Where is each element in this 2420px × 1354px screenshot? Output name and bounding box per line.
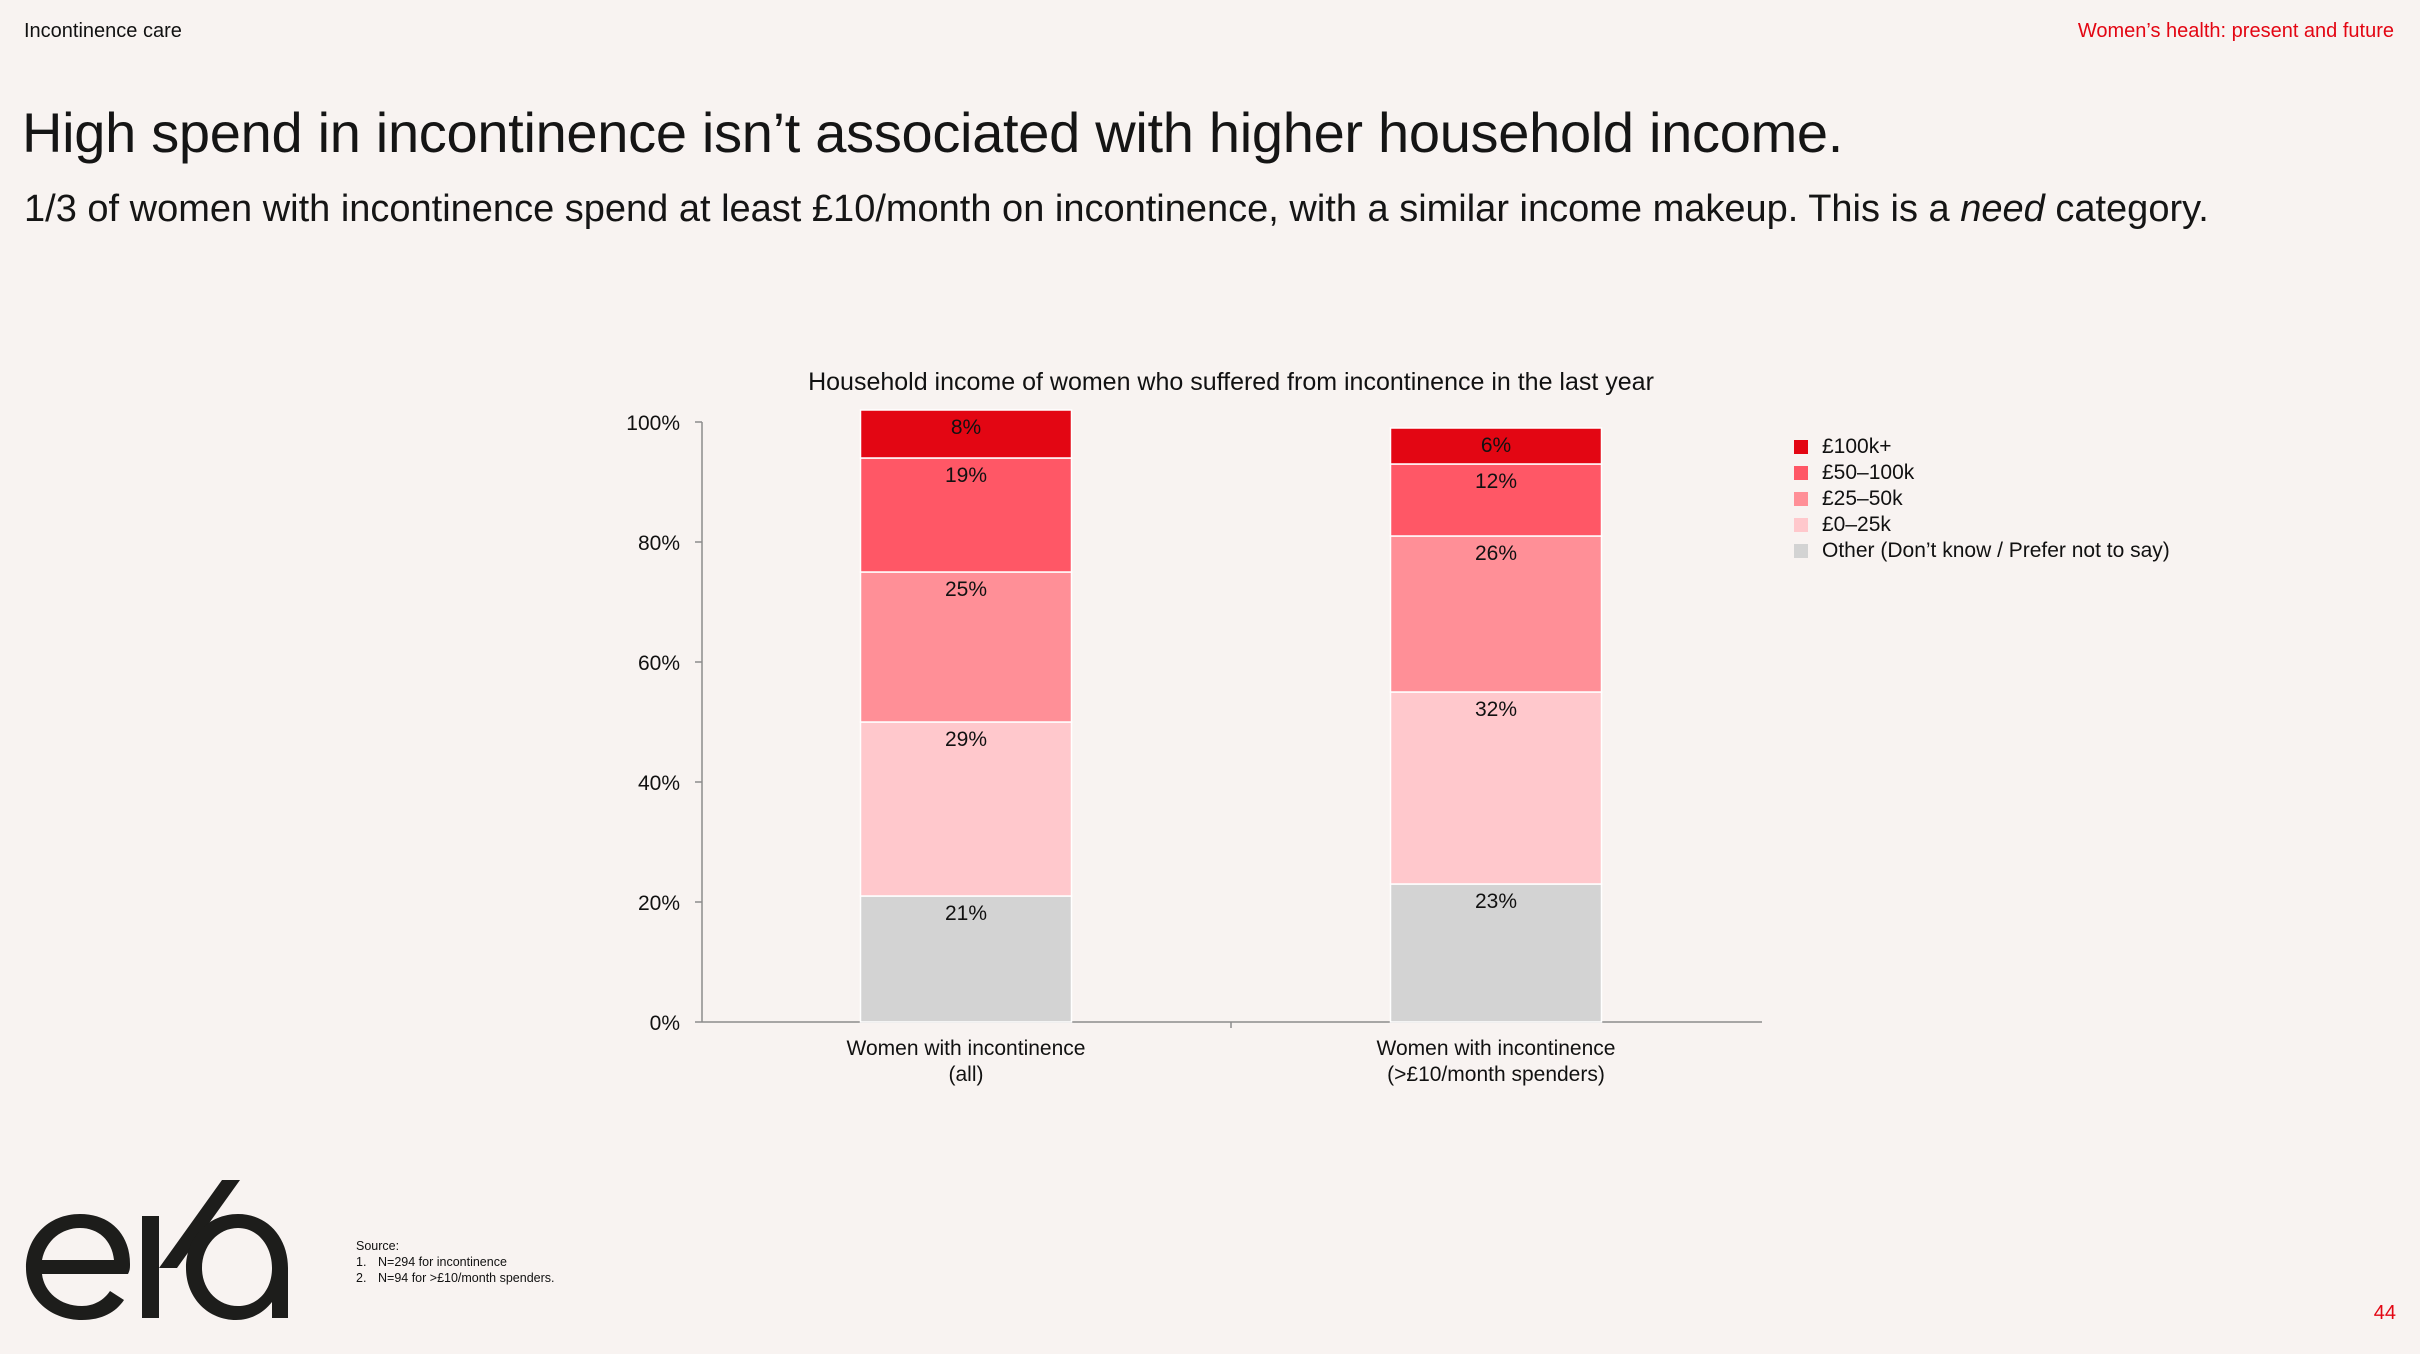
legend-label: £100k+ — [1822, 435, 1892, 458]
y-tick-label: 80% — [638, 532, 680, 555]
data-label: 8% — [951, 416, 981, 439]
data-label: 19% — [945, 464, 987, 487]
legend-label: Other (Don’t know / Prefer not to say) — [1822, 539, 2170, 562]
note-item: 1. N=294 for incontinence — [356, 1254, 555, 1270]
bar-segment — [859, 571, 1073, 723]
data-label: 12% — [1475, 470, 1517, 493]
legend-swatch — [1794, 544, 1808, 558]
note-number: 1. — [356, 1255, 367, 1269]
category-label: Women with incontinence — [847, 1037, 1086, 1060]
bar-segment — [1389, 691, 1603, 885]
bar-segment — [1389, 427, 1603, 465]
category-label: Women with incontinence — [1377, 1037, 1616, 1060]
y-tick-label: 60% — [638, 652, 680, 675]
bar-segment — [1389, 883, 1603, 1023]
eka-logo — [22, 1176, 302, 1331]
note-text: N=294 for incontinence — [378, 1255, 507, 1269]
y-tick-label: 20% — [638, 892, 680, 915]
data-label: 25% — [945, 578, 987, 601]
subhead: 1/3 of women with incontinence spend at … — [24, 188, 2209, 231]
legend-label: £50–100k — [1822, 461, 1915, 484]
legend-swatch — [1794, 518, 1808, 532]
bar-segment — [859, 409, 1073, 459]
page-number: 44 — [2373, 1302, 2396, 1324]
legend-label: £25–50k — [1822, 487, 1903, 510]
chart-legend: £100k+ £50–100k £25–50k £0–25k Other (Don’t … — [1794, 434, 2170, 564]
legend-swatch — [1794, 492, 1808, 506]
data-label: 21% — [945, 902, 987, 925]
legend-label: £0–25k — [1822, 513, 1891, 536]
legend-item: £100k+ — [1794, 434, 2170, 460]
data-label: 23% — [1475, 890, 1517, 913]
subhead-emphasis: need — [1960, 188, 2045, 230]
legend-item: £25–50k — [1794, 486, 2170, 512]
chart-title: Household income of women who suffered f… — [808, 368, 1654, 396]
category-label: (>£10/month spenders) — [1387, 1063, 1605, 1086]
bar-segment — [859, 721, 1073, 897]
legend-item: £0–25k — [1794, 512, 2170, 538]
bar-segment — [859, 457, 1073, 573]
legend-item: £50–100k — [1794, 460, 2170, 486]
headline: High spend in incontinence isn’t associa… — [22, 101, 1844, 164]
y-tick-label: 0% — [650, 1012, 680, 1035]
note-item: 2. N=94 for >£10/month spenders. — [356, 1270, 555, 1286]
bar-segment — [1389, 535, 1603, 693]
y-tick-label: 40% — [638, 772, 680, 795]
data-label: 32% — [1475, 698, 1517, 721]
subhead-text: 1/3 of women with incontinence spend at … — [24, 188, 1961, 230]
bar-segment — [1389, 463, 1603, 537]
data-label: 29% — [945, 728, 987, 751]
legend-item: Other (Don’t know / Prefer not to say) — [1794, 538, 2170, 564]
note-text: N=94 for >£10/month spenders. — [378, 1271, 555, 1285]
note-number: 2. — [356, 1271, 367, 1285]
source-notes: Source: 1. N=294 for incontinence 2. N=94 … — [356, 1238, 555, 1286]
bar-segment — [859, 895, 1073, 1023]
category-label: (all) — [949, 1063, 984, 1086]
subhead-text-end: category. — [2044, 188, 2209, 230]
y-tick-label: 100% — [626, 412, 680, 435]
data-label: 6% — [1481, 434, 1511, 457]
deck-title: Women’s health: present and future — [2077, 20, 2394, 42]
legend-swatch — [1794, 466, 1808, 480]
section-label: Incontinence care — [24, 20, 182, 42]
source-label: Source: — [356, 1239, 400, 1253]
legend-swatch — [1794, 440, 1808, 454]
data-label: 26% — [1475, 542, 1517, 565]
